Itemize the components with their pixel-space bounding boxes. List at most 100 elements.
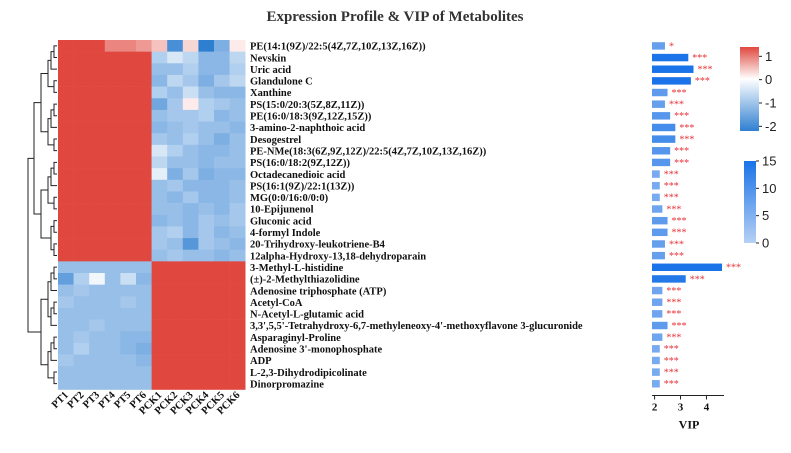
vip-bar <box>652 158 671 167</box>
heatmap-cell <box>167 249 184 262</box>
heatmap-cell <box>229 203 246 216</box>
heatmap-cell <box>151 86 168 99</box>
heatmap-cell <box>198 63 215 76</box>
significance-label: *** <box>672 321 687 332</box>
heatmap-cell <box>58 261 74 274</box>
heatmap-cell <box>104 307 121 320</box>
dendrogram-root <box>27 157 41 333</box>
dendrogram-branch <box>40 72 48 133</box>
heatmap-cell <box>89 377 106 390</box>
heatmap-cell <box>151 74 168 87</box>
heatmap-cell <box>214 74 230 87</box>
metabolite-label: 3-amino-2-naphthoic acid <box>250 123 365 134</box>
vip-bar <box>652 298 663 306</box>
heatmap-cell <box>89 366 106 379</box>
heatmap-cell <box>151 168 168 181</box>
vip-bar <box>652 193 660 202</box>
heatmap-cell <box>151 307 168 320</box>
heatmap-cell <box>73 319 90 332</box>
heatmap-legend-label: -2 <box>765 119 777 134</box>
heatmap-cell <box>167 284 184 297</box>
metabolite-label: 3,3',5,5'-Tetrahydroxy-6,7-methyleneoxy-… <box>250 321 583 332</box>
dendrogram-branch <box>53 301 57 315</box>
heatmap-cell <box>58 331 74 344</box>
heatmap-cell <box>229 238 246 250</box>
heatmap-cell <box>229 86 246 99</box>
heatmap-cell <box>167 133 184 146</box>
heatmap-cell <box>104 51 121 64</box>
heatmap-cell <box>73 214 90 227</box>
heatmap-cell <box>229 144 246 157</box>
heatmap-cell <box>229 284 246 297</box>
heatmap-cell <box>89 249 106 262</box>
heatmap-cell <box>136 261 152 274</box>
heatmap-cell <box>229 214 246 227</box>
heatmap-cell <box>89 144 106 157</box>
significance-label: *** <box>679 134 694 145</box>
heatmap-cell <box>120 156 137 169</box>
heatmap-cell <box>104 284 121 297</box>
heatmap-cell <box>58 284 74 297</box>
heatmap-cell <box>58 238 74 250</box>
heatmap-cell <box>120 238 137 250</box>
heatmap-cell <box>136 98 152 111</box>
heatmap-cell <box>167 307 184 320</box>
heatmap-cell <box>198 133 215 146</box>
significance-label: *** <box>697 65 712 76</box>
dendrogram-branch <box>53 161 57 175</box>
metabolite-label: Gluconic acid <box>250 216 312 227</box>
heatmap-cell <box>198 226 215 239</box>
heatmap-cell <box>120 342 137 355</box>
heatmap-cell <box>58 109 74 122</box>
heatmap-cell <box>167 261 184 274</box>
vip-bar <box>652 240 665 248</box>
heatmap-cell <box>89 168 106 181</box>
heatmap-cell <box>104 331 121 344</box>
heatmap-cell <box>214 249 230 262</box>
heatmap-cell <box>89 40 106 52</box>
heatmap-cell <box>73 40 90 52</box>
heatmap-cell <box>73 179 90 192</box>
heatmap-cell <box>214 238 230 250</box>
heatmap-cell <box>136 238 152 250</box>
heatmap-cell <box>182 342 199 355</box>
heatmap-cell <box>198 156 215 169</box>
heatmap-cell <box>136 40 152 52</box>
heatmap-cell <box>151 273 168 285</box>
heatmap-cell <box>89 74 106 87</box>
vip-bars: ****************************************… <box>652 41 741 390</box>
heatmap-cell <box>151 214 168 227</box>
significance-label: *** <box>674 158 689 169</box>
heatmap-cell <box>89 307 106 320</box>
heatmap-cell <box>104 319 121 332</box>
heatmap-cell <box>214 144 230 157</box>
heatmap-cell <box>229 98 246 111</box>
vip-bar <box>652 147 671 155</box>
significance-label: *** <box>664 379 679 390</box>
metabolite-label: L-2,3-Dihydrodipicolinate <box>250 368 367 379</box>
heatmap-cell <box>120 284 137 297</box>
heatmap-cell <box>136 203 152 216</box>
heatmap-cell <box>136 284 152 297</box>
heatmap-cell <box>214 121 230 134</box>
vip-bar <box>652 356 660 365</box>
heatmap-cell <box>151 98 168 111</box>
heatmap-cell <box>167 168 184 181</box>
heatmap-cell <box>229 226 246 239</box>
significance-label: *** <box>664 181 679 192</box>
heatmap-cell <box>198 40 215 52</box>
vip-bar <box>652 42 665 50</box>
heatmap-cell <box>58 319 74 332</box>
heatmap-cell <box>151 40 168 52</box>
heatmap-cell <box>229 261 246 274</box>
heatmap-cell <box>151 63 168 76</box>
heatmap-cell <box>104 261 121 274</box>
heatmap-cell <box>229 133 246 146</box>
heatmap-cell <box>104 377 121 390</box>
heatmap-cell <box>182 319 199 332</box>
heatmap-cell <box>58 249 74 262</box>
heatmap-cell <box>214 319 230 332</box>
heatmap-cell <box>214 133 230 146</box>
significance-label: *** <box>695 76 710 87</box>
heatmap-cell <box>198 168 215 181</box>
